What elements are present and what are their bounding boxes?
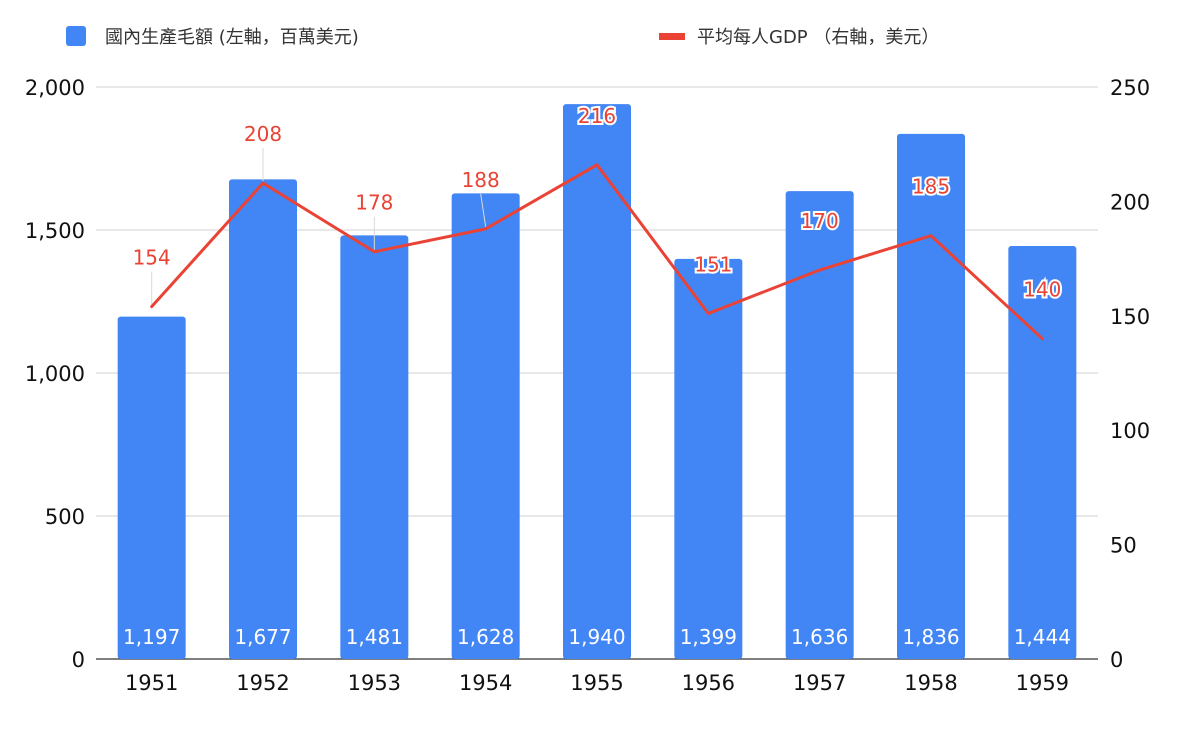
x-axis-tick-label: 1958 [904, 671, 957, 695]
x-axis-tick-label: 1956 [682, 671, 735, 695]
right-axis-tick-label: 100 [1110, 419, 1150, 443]
right-axis-tick-label: 50 [1110, 534, 1137, 558]
line-label-leader [480, 193, 487, 227]
x-axis-tick-label: 1959 [1016, 671, 1069, 695]
gdp-value-label: 1,636 [791, 625, 848, 649]
gdp-bar [340, 235, 409, 659]
gdp-value-label: 1,399 [680, 625, 737, 649]
gdp-value-label: 1,677 [234, 625, 291, 649]
right-axis-tick-label: 150 [1110, 305, 1150, 329]
gdp-bar [229, 179, 297, 660]
gdp-bars [117, 104, 1077, 660]
per-capita-gdp-value-label: 216 [578, 104, 616, 128]
per-capita-gdp-value-label: 151 [694, 253, 732, 277]
x-axis-tick-label: 1952 [236, 671, 289, 695]
x-axis-tick-label: 1953 [348, 671, 401, 695]
right-axis-tick-label: 0 [1110, 648, 1123, 672]
per-capita-gdp-value-label: 185 [912, 175, 950, 199]
gdp-bar [674, 258, 743, 659]
gdp-bar [897, 133, 965, 660]
left-axis-tick-label: 2,000 [25, 76, 85, 100]
x-axis: 1951 1952 1953 1954 1955 1956 1957 1958 1959 [125, 671, 1069, 695]
left-axis-tick-label: 1,000 [25, 362, 85, 386]
per-capita-gdp-labels: 154 208 178 188 216 151 170 185 140 [131, 102, 1064, 304]
legend: 國內生產毛額 (左軸，百萬美元) 平均每人GDP （右軸，美元） [66, 26, 939, 48]
per-capita-gdp-value-label: 170 [801, 209, 839, 233]
gdp-value-label: 1,444 [1014, 625, 1071, 649]
legend-label-per-capita-gdp: 平均每人GDP （右軸，美元） [697, 27, 939, 48]
per-capita-gdp-value-label: 178 [355, 191, 393, 215]
left-axis-tick-label: 500 [45, 505, 85, 529]
right-axis-tick-label: 200 [1110, 190, 1150, 214]
per-capita-gdp-value-label: 140 [1023, 278, 1061, 302]
right-axis-tick-label: 250 [1110, 76, 1150, 100]
gdp-bar [1008, 246, 1077, 660]
per-capita-gdp-series [150, 163, 1044, 341]
gdp-bar [451, 193, 520, 659]
right-axis: 0 50 100 150 200 250 [1110, 76, 1150, 672]
gdp-bar [563, 104, 631, 659]
x-axis-tick-label: 1957 [793, 671, 846, 695]
left-axis-tick-label: 0 [72, 648, 85, 672]
per-capita-gdp-value-label: 208 [244, 122, 282, 146]
legend-swatch-gdp [66, 26, 86, 46]
gdp-value-label: 1,836 [902, 625, 959, 649]
gdp-bar-labels: 1,197 1,677 1,481 1,628 1,940 1,399 1,636 1,836… [123, 625, 1071, 649]
gdp-bar [117, 316, 186, 659]
left-axis-tick-label: 1,500 [25, 219, 85, 243]
gdp-value-label: 1,197 [123, 625, 180, 649]
x-axis-tick-label: 1954 [459, 671, 512, 695]
x-axis-tick-label: 1955 [570, 671, 623, 695]
line-label-leaders [151, 148, 487, 305]
legend-label-gdp: 國內生產毛額 (左軸，百萬美元) [105, 27, 359, 48]
gdp-value-label: 1,481 [346, 625, 403, 649]
x-axis-tick-label: 1951 [125, 671, 178, 695]
per-capita-gdp-line [150, 163, 1044, 341]
gdp-value-label: 1,940 [568, 625, 625, 649]
left-axis: 0 500 1,000 1,500 2,000 [25, 76, 85, 672]
legend-swatch-per-capita-gdp [659, 33, 685, 40]
per-capita-gdp-value-label: 154 [133, 246, 171, 270]
gdp-value-label: 1,628 [457, 625, 514, 649]
gdp-bar [785, 191, 854, 659]
per-capita-gdp-value-label: 188 [462, 168, 500, 192]
